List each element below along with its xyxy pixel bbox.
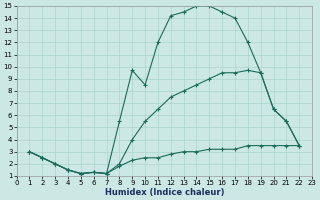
X-axis label: Humidex (Indice chaleur): Humidex (Indice chaleur) [105,188,224,197]
